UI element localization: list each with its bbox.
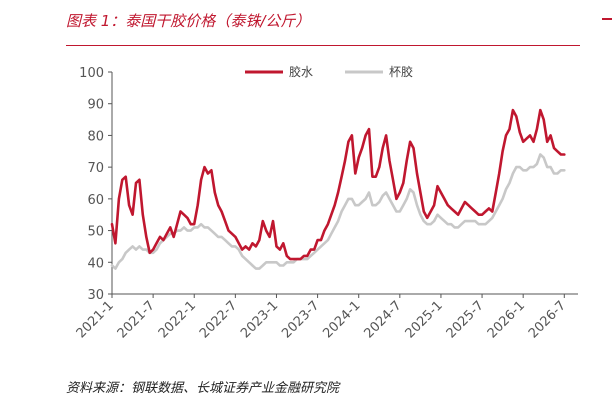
legend-label: 杯胶 <box>389 64 413 79</box>
y-tick-label: 90 <box>87 98 104 113</box>
x-tick-label: 2023-1 <box>238 298 281 341</box>
y-tick-label: 80 <box>87 129 104 144</box>
series-line-beijiao <box>110 153 566 270</box>
y-tick-label: 40 <box>87 256 104 271</box>
x-tick-label: 2021-7 <box>115 298 158 341</box>
x-tick-label: 2026-1 <box>485 298 528 341</box>
chart-title: 图表 1：泰国干胶价格（泰铢/公斤） <box>66 12 311 30</box>
edge-mark <box>602 18 612 20</box>
y-tick-label: 100 <box>79 66 104 81</box>
y-tick-label: 50 <box>87 225 104 240</box>
series-line-jiaoshui <box>110 108 566 261</box>
x-tick-label: 2026-7 <box>526 298 569 341</box>
x-tick-label: 2022-7 <box>197 298 240 341</box>
x-tick-label: 2022-1 <box>156 298 199 341</box>
title-rule <box>66 45 580 46</box>
y-tick-label: 30 <box>87 288 104 303</box>
x-tick-label: 2024-1 <box>320 298 363 341</box>
y-tick-label: 60 <box>87 193 104 208</box>
source-note: 资料来源：钢联数据、长城证券产业金融研究院 <box>66 381 340 396</box>
chart-area: 30 40 50 60 70 80 90 100 2021-1 2021-7 2022-1 2022-… <box>0 48 612 368</box>
line-chart: 30 40 50 60 70 80 90 100 2021-12021-72022-12022-… <box>74 64 578 341</box>
x-tick-label: 2021-1 <box>74 298 117 341</box>
x-tick-label: 2025-1 <box>403 298 446 341</box>
y-tick-label: 70 <box>87 161 104 176</box>
legend-label: 胶水 <box>289 64 313 79</box>
x-tick-label: 2023-7 <box>279 298 322 341</box>
x-tick-label: 2025-7 <box>444 298 487 341</box>
x-tick-label: 2024-7 <box>361 298 404 341</box>
